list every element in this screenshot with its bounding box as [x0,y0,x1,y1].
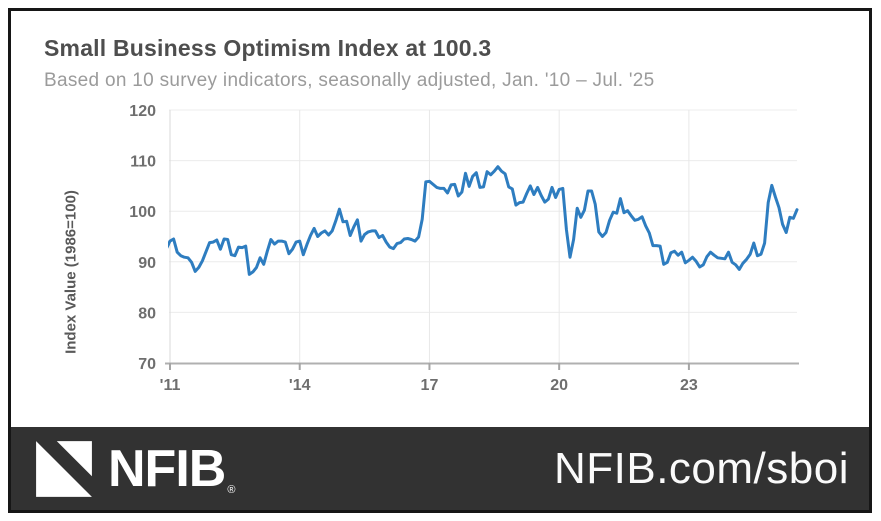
nfib-logo-icon [36,440,92,497]
logo-small-triangle [56,440,92,476]
footer-url: NFIB.com/sboi [553,443,849,493]
trademark-symbol: ® [227,484,236,496]
chart-card: Small Business Optimism Index at 100.3 B… [8,8,872,513]
brand-wordmark: NFIB [108,439,226,498]
footer-bar: NFIB ® NFIB.com/sboi [11,427,869,510]
chart-subtitle: Based on 10 survey indicators, seasonall… [44,70,655,91]
y-axis-title: Index Value (1986=100) [62,190,80,354]
chart-title: Small Business Optimism Index at 100.3 [44,35,492,61]
